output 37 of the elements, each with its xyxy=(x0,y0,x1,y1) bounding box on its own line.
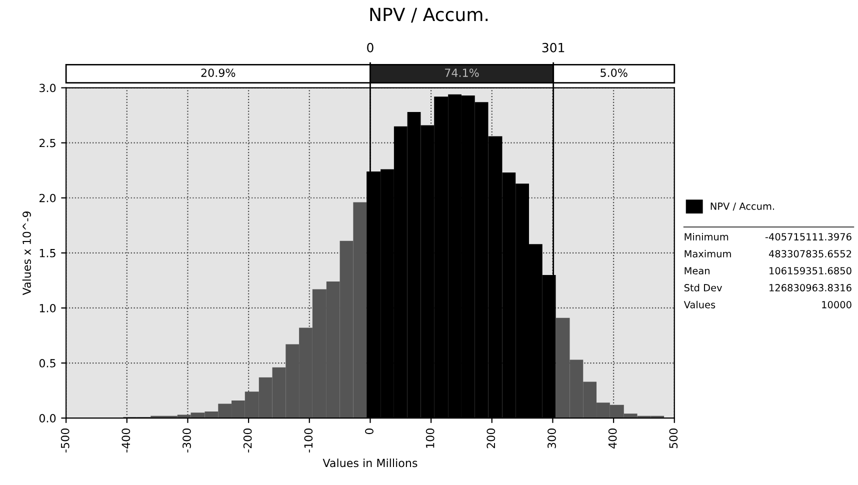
chart-title: NPV / Accum. xyxy=(370,8,488,23)
x-tick-label: -400 xyxy=(122,428,130,452)
x-tick-label: -500 xyxy=(60,428,70,452)
x-tick-label: 0 xyxy=(365,428,374,434)
x-tick-label: 500 xyxy=(669,428,678,448)
x-tick-label: 200 xyxy=(486,428,496,448)
text: Std Dev xyxy=(684,284,722,292)
x-tick-label: -100 xyxy=(304,428,313,452)
text: 126830963.8316 xyxy=(770,284,852,292)
y-tick-label: 2.0 xyxy=(39,194,56,202)
y-tick-label: 0.0 xyxy=(39,414,56,422)
y-tick-label: 2.5 xyxy=(39,138,56,148)
text: Minimum xyxy=(684,232,728,240)
x-tick-label: 300 xyxy=(548,428,556,448)
y-tick-label: 3.0 xyxy=(40,84,56,92)
text: 5.0% xyxy=(600,68,628,77)
text: Values xyxy=(684,300,716,308)
text: 20.9% xyxy=(201,68,236,77)
text: 106159351.6850 xyxy=(770,267,852,274)
y-tick-label: 0.5 xyxy=(39,358,56,368)
x-tick-label: 100 xyxy=(426,428,434,448)
text: -405715111.3976 xyxy=(765,233,852,240)
text: 74.1% xyxy=(445,68,479,77)
ref-line-label: 0 xyxy=(367,42,374,52)
x-tick-label: -300 xyxy=(182,428,191,452)
ref-line-label: 301 xyxy=(542,42,564,52)
x-tick-label: -200 xyxy=(243,428,252,452)
text: 483307835.6552 xyxy=(768,250,852,258)
y-tick-label: 1.0 xyxy=(40,304,56,312)
text: 10000 xyxy=(822,301,852,308)
y-axis-title: Values x 10^-9 xyxy=(22,211,31,296)
x-axis-title: Values in Millions xyxy=(322,458,418,468)
text: Mean xyxy=(684,267,710,274)
y-tick-label: 1.5 xyxy=(40,249,56,258)
legend-label: NPV / Accum. xyxy=(710,202,774,211)
x-tick-label: 400 xyxy=(608,428,617,448)
text: Maximum xyxy=(684,250,731,258)
